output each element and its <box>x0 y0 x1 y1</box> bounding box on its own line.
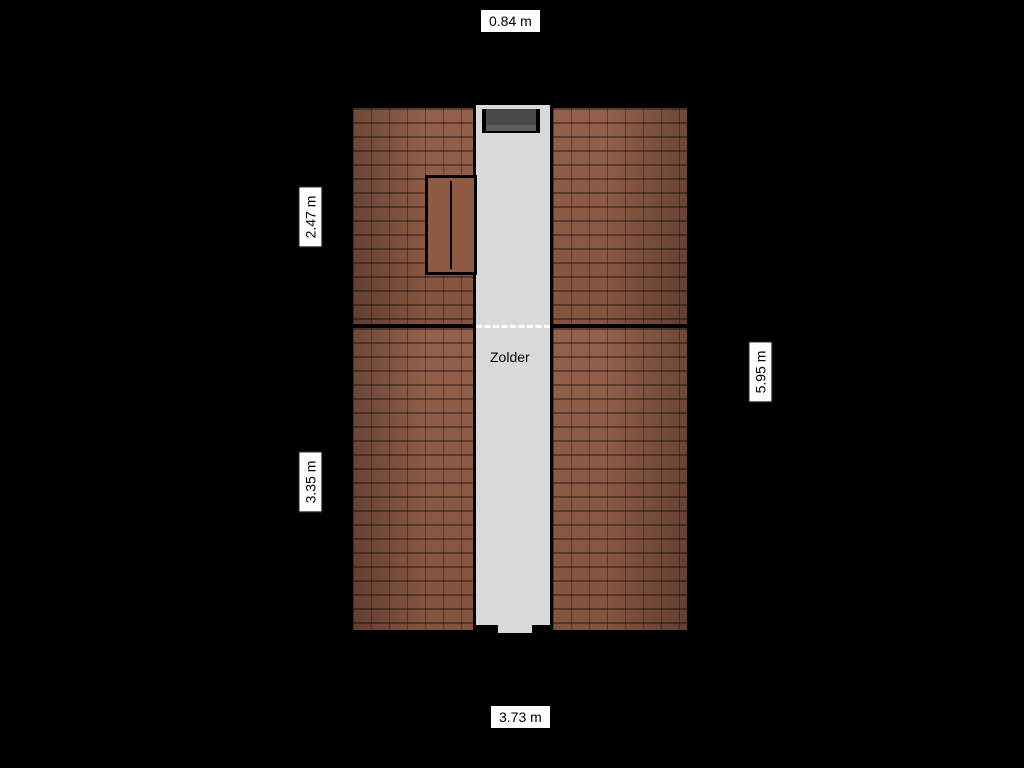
dimension-left-lower-text: 3.35 m <box>302 461 318 504</box>
floor-corridor <box>476 105 550 633</box>
dimension-left-lower: 3.35 m <box>298 452 322 513</box>
dimension-left-upper: 2.47 m <box>298 187 322 248</box>
roof-panel-bottom-left <box>350 325 476 633</box>
bottom-wall-left <box>476 625 498 633</box>
roof-hatch-bar <box>486 125 536 131</box>
dimension-top-text: 0.84 m <box>489 13 532 29</box>
dimension-top: 0.84 m <box>480 9 541 33</box>
room-label: Zolder <box>490 349 530 365</box>
dimension-right: 5.95 m <box>748 342 772 403</box>
dimension-bottom: 3.73 m <box>490 705 551 729</box>
plan: Zolder <box>350 105 690 633</box>
dimension-left-upper-text: 2.47 m <box>302 196 318 239</box>
room-label-text: Zolder <box>490 349 530 365</box>
dimension-right-text: 5.95 m <box>752 351 768 394</box>
bottom-wall-right <box>532 625 550 633</box>
skylight <box>425 175 477 275</box>
dimension-bottom-text: 3.73 m <box>499 709 542 725</box>
roof-panel-top-right <box>550 105 690 327</box>
floorplan-stage: 0.84 m 2.47 m 3.35 m 5.95 m 3.73 m <box>0 0 1024 768</box>
floor-divider <box>476 325 550 328</box>
roof-panel-bottom-right <box>550 325 690 633</box>
